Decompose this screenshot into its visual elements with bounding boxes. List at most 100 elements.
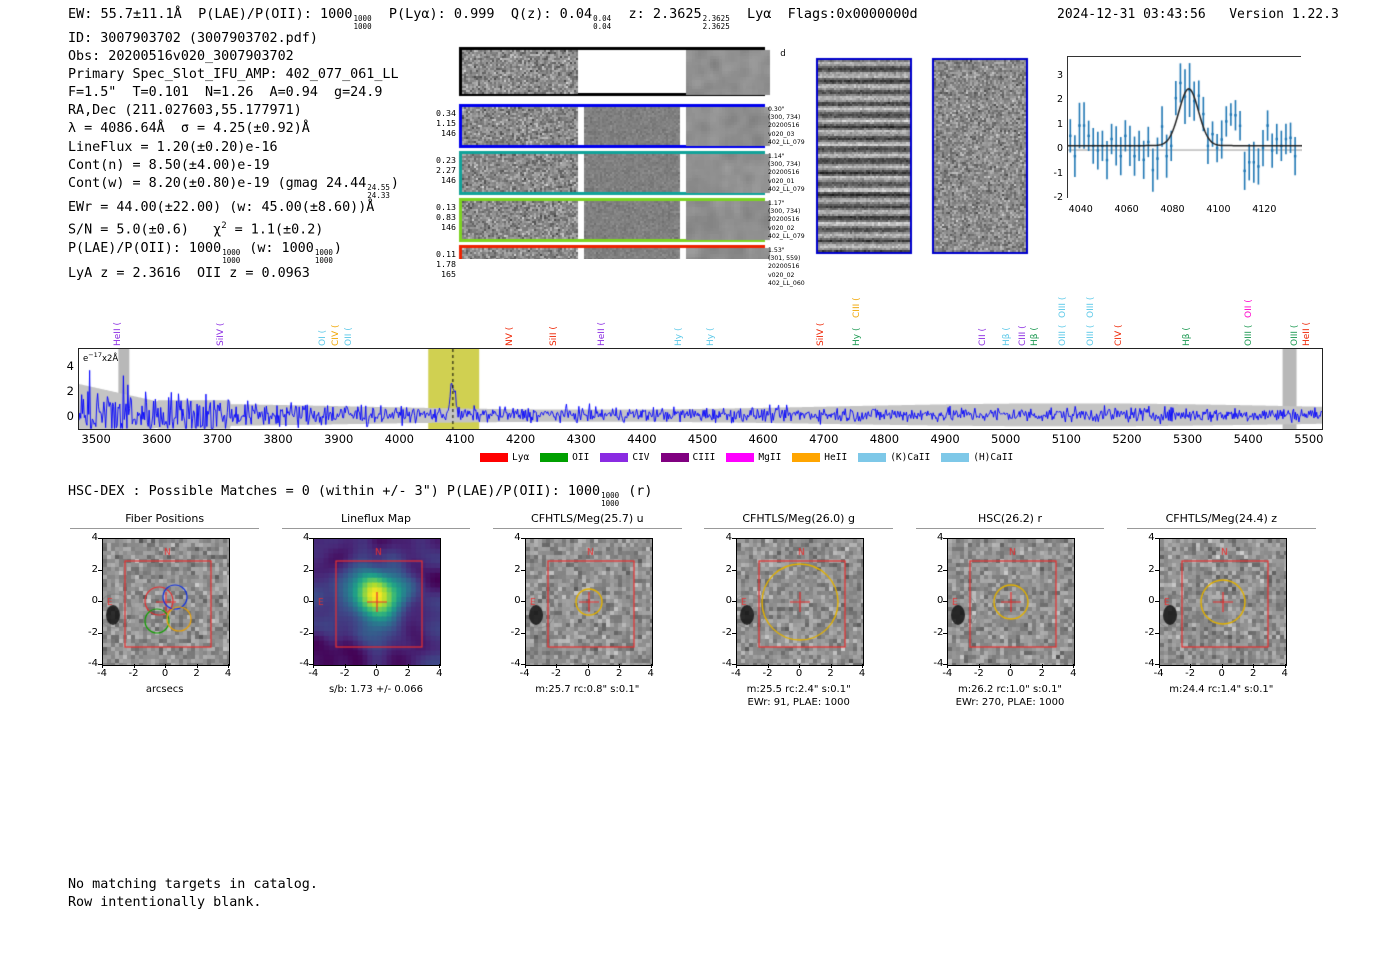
stamp-x-tickmark xyxy=(799,664,800,668)
stamp-x-tickmark xyxy=(1158,664,1160,668)
spectrum-x-tick: 4100 xyxy=(445,432,475,446)
stamp-x-tick: -2 xyxy=(339,668,350,679)
emission-line-canvas xyxy=(1068,57,1302,199)
elp-y-tick: 2 xyxy=(1056,94,1063,106)
stamp-y-tick: 4 xyxy=(1148,532,1155,543)
emission-line-label: SiIV ( xyxy=(816,322,826,346)
stamp-x-tick: 2 xyxy=(615,668,623,679)
source-info-block: ID: 3007903702 (3007903702.pdf) Obs: 202… xyxy=(68,30,399,283)
info-lineflux: LineFlux = 1.20(±0.20)e-16 xyxy=(68,139,278,155)
hsc-dex-text: HSC-DEX : Possible Matches = 0 (within +… xyxy=(68,484,601,499)
stamp-x-tickmark xyxy=(524,664,526,668)
full-spectrum-section: HeII (SiIV (OI (CIV (OII (NV (SiII (HeII… xyxy=(67,296,1324,463)
stamp-x-tick: 0 xyxy=(161,668,169,679)
stamp-image[interactable] xyxy=(1158,538,1287,666)
emission-line-label: Hy ( xyxy=(674,327,684,346)
stamp-x-tick: 4 xyxy=(858,668,866,679)
info-cont-n: Cont(n) = 8.50(±4.00)e-19 xyxy=(68,157,270,173)
info-obs: Obs: 20200516v020_3007903702 xyxy=(68,49,294,65)
ew-value: 55.7±11.1Å xyxy=(100,6,182,22)
legend-label: OII xyxy=(572,452,590,463)
stamp-overlay xyxy=(737,539,863,665)
stamp-image[interactable] xyxy=(736,538,864,666)
stamp-y-tickmark xyxy=(1154,538,1159,539)
stamp-title-underline xyxy=(1126,528,1316,529)
stamp-x-tick: 2 xyxy=(1038,668,1046,679)
spectrum-x-tick: 4000 xyxy=(384,432,414,446)
legend-item: CIII xyxy=(660,452,715,463)
legend-label: (H)CaII xyxy=(973,452,1014,463)
stamp-image[interactable] xyxy=(102,538,230,666)
stamp-y-tick: -4 xyxy=(933,658,944,669)
stamp-title: Lineflux Map xyxy=(340,512,412,525)
stamp-title: CFHTLS/Meg(25.7) u xyxy=(531,512,644,525)
stamp-y-tickmark xyxy=(309,632,314,634)
stamp-y-tick: 4 xyxy=(725,532,732,543)
elp-y-tick: -1 xyxy=(1053,167,1063,179)
stamp-x-tickmark xyxy=(313,664,315,668)
stamp-x-tick: 0 xyxy=(1007,668,1014,679)
stamp-title: CFHTLS/Meg(24.4) z xyxy=(1165,512,1278,525)
spectrum-x-tick: 3800 xyxy=(263,432,293,446)
stamp-y-tick: 2 xyxy=(91,563,98,575)
spectrum-x-tick: 4700 xyxy=(809,432,839,446)
legend-swatch xyxy=(726,453,755,462)
legend-item: MgII xyxy=(726,452,781,463)
qz-range: 0.04 0.04 xyxy=(593,14,612,31)
legend-label: CIV xyxy=(632,452,650,463)
legend-swatch xyxy=(858,453,887,462)
emission-line-label: SiIV ( xyxy=(216,322,226,346)
spectrum-x-tick: 5400 xyxy=(1233,432,1263,446)
z-label: z: xyxy=(628,6,645,22)
sky-image-panels: With Skyx, y: 300, 734 Clean Imagex, y: … xyxy=(810,34,1040,259)
spec-row-right-labels: 0.30" (300, 734) 20200516 v020_03 402_LL_079 xyxy=(768,106,805,146)
stamp-x-tick: 4 xyxy=(1070,668,1077,679)
stamp-image[interactable] xyxy=(524,538,653,666)
stamp-y-tickmark xyxy=(520,569,525,571)
spectrum-x-tick: 3700 xyxy=(202,432,233,446)
stamp-x-tick: -4 xyxy=(519,668,530,679)
stamp-y-tickmark xyxy=(1154,664,1159,665)
elp-x-tick: 4100 xyxy=(1206,204,1231,215)
stamp-y-tickmark xyxy=(732,538,736,539)
emission-line-label: OIII ( xyxy=(1086,296,1096,318)
emission-line-label: CIII ( xyxy=(852,297,862,318)
timestamp: 2024-12-31 03:43:56 xyxy=(1057,7,1206,22)
emission-line-label: SiII ( xyxy=(549,326,559,346)
spectrum-x-tick: 3900 xyxy=(324,432,354,446)
postage-stamp: CFHTLS/Meg(24.4) z 4 2 0 -2 -4 -4 -2 0 2 4 m:24.4 r… xyxy=(1119,512,1324,732)
stamp-x-tick: 0 xyxy=(1218,668,1225,679)
spec-row-right-labels: 1.53" (301, 559) 20200516 v020_02 402_LL_060 xyxy=(768,247,805,287)
stamp-y-tickmark xyxy=(98,538,102,539)
spec-row-right-labels: 1.14" (300, 734) 20200516 v020_01 402_LL_079 xyxy=(768,153,805,193)
stamp-y-tickmark xyxy=(309,664,314,665)
emission-line-label: CIII ( xyxy=(1018,325,1028,346)
info-radec: RA,Dec (211.027603,55.177971) xyxy=(68,103,302,119)
stamp-y-tickmark xyxy=(520,632,525,634)
stamp-x-tickmark xyxy=(1010,664,1012,668)
stamp-image[interactable] xyxy=(947,538,1076,666)
stamp-caption-primary: m:26.2 rc:1.0" s:0.1" xyxy=(957,684,1063,695)
stamp-overlay xyxy=(103,539,229,665)
postage-stamp: CFHTLS/Meg(26.0) g 4 2 0 -2 -4 -4 -2 0 2 4 m:25.5 r… xyxy=(696,512,901,732)
stamp-y-tick: 0 xyxy=(1148,595,1155,606)
stamp-caption-primary: m:25.5 rc:2.4" s:0.1" xyxy=(746,684,851,695)
legend-swatch xyxy=(792,453,821,462)
stamp-x-tickmark xyxy=(556,664,558,668)
stamp-x-tick: 4 xyxy=(436,668,443,679)
stamp-y-tickmark xyxy=(943,569,948,571)
spectrum-x-tick: 4500 xyxy=(687,432,718,446)
stamp-x-tickmark xyxy=(1253,664,1255,668)
stamp-image[interactable] xyxy=(313,538,442,666)
stamp-y-tick: 4 xyxy=(91,532,98,543)
legend-label: HeII xyxy=(824,452,848,463)
stamp-y-tickmark xyxy=(732,601,736,602)
stamp-title: Fiber Positions xyxy=(125,512,205,525)
spectrum-x-tick: 4400 xyxy=(627,432,657,446)
info-cont-w: Cont(w) = 8.20(±0.80)e-19 (gmag 24.44 24.… xyxy=(68,175,399,200)
legend-item: (H)CaII xyxy=(941,452,1013,463)
info-ewr: EWr = 44.00(±22.00) (w: 45.00(±8.60))Å xyxy=(68,200,375,216)
legend-swatch xyxy=(941,453,970,462)
stamp-y-tick: 2 xyxy=(514,563,521,575)
hsc-dex-filter: (r) xyxy=(628,484,653,499)
